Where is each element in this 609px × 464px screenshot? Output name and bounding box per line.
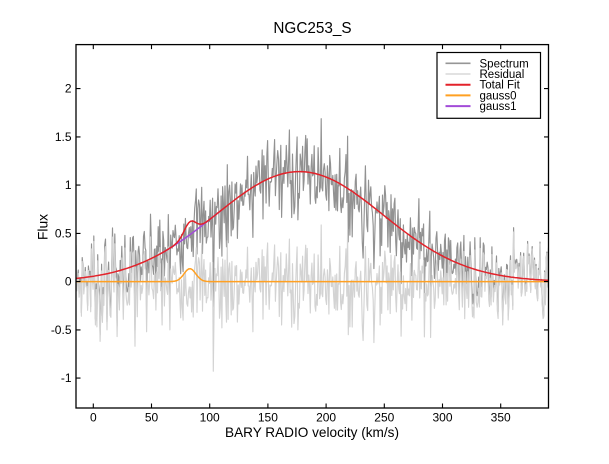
svg-text:Total Fit: Total Fit [480, 80, 521, 92]
svg-text:BARY RADIO velocity (km/s): BARY RADIO velocity (km/s) [225, 425, 399, 440]
svg-text:0: 0 [65, 275, 72, 289]
svg-text:350: 350 [491, 411, 511, 425]
svg-text:50: 50 [145, 411, 159, 425]
svg-text:1: 1 [65, 178, 72, 192]
svg-text:-1: -1 [61, 371, 72, 385]
svg-text:2: 2 [65, 82, 72, 96]
svg-text:300: 300 [432, 411, 452, 425]
svg-text:gauss1: gauss1 [480, 101, 517, 113]
svg-text:gauss0: gauss0 [480, 90, 517, 102]
svg-text:Residual: Residual [480, 69, 525, 81]
svg-text:250: 250 [374, 411, 394, 425]
svg-text:Spectrum: Spectrum [480, 58, 529, 70]
svg-text:200: 200 [316, 411, 336, 425]
svg-text:NGC253_S: NGC253_S [273, 20, 351, 37]
svg-text:150: 150 [258, 411, 278, 425]
svg-text:0.5: 0.5 [55, 226, 72, 240]
svg-text:100: 100 [200, 411, 220, 425]
svg-text:1.5: 1.5 [55, 130, 72, 144]
svg-text:Flux: Flux [36, 214, 51, 240]
svg-text:0: 0 [90, 411, 97, 425]
svg-text:-0.5: -0.5 [51, 323, 72, 337]
